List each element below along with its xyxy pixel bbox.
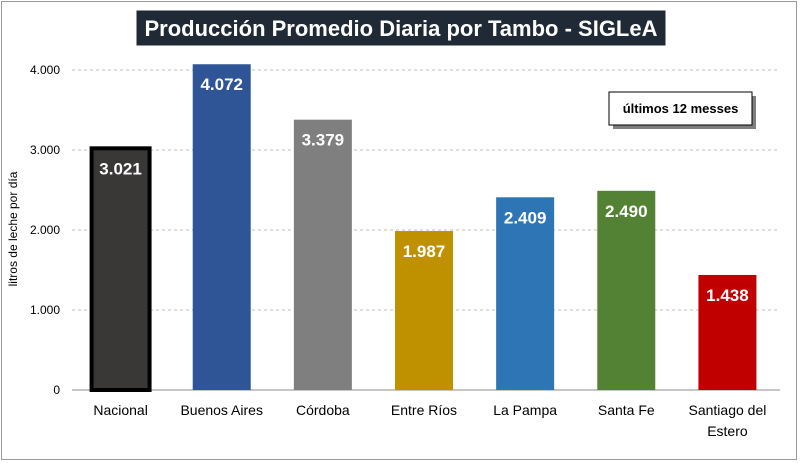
bar: [395, 231, 453, 390]
y-tick-label: 4.000: [30, 63, 60, 77]
bar-value-label: 1.438: [706, 286, 749, 305]
y-tick-label: 1.000: [30, 303, 60, 317]
y-axis-ticks: 0 1.000 2.000 3.000 4.000: [30, 63, 60, 397]
x-axis-categories: Nacional Buenos Aires Córdoba Entre Ríos La …: [93, 402, 766, 439]
bar-value-label: 3.021: [99, 159, 142, 178]
chart-title: Producción Promedio Diaria por Tambo - S…: [145, 16, 658, 41]
bar: [89, 146, 152, 392]
x-category-label: Santiago del: [689, 402, 767, 418]
annotation-text: últimos 12 messes: [623, 101, 739, 116]
bar-value-label: 2.490: [605, 202, 648, 221]
bar: [698, 274, 757, 390]
x-category-label: Buenos Aires: [180, 402, 263, 418]
bar-value-label: 3.379: [302, 131, 345, 150]
y-tick-label: 3.000: [30, 143, 60, 157]
x-category-label: Córdoba: [296, 402, 350, 418]
annotation-box: [608, 91, 753, 126]
bar: [496, 197, 555, 390]
x-category-label: La Pampa: [493, 402, 557, 418]
x-category-label: Entre Ríos: [391, 402, 457, 418]
y-tick-label: 0: [53, 383, 60, 397]
bar: [293, 119, 352, 391]
x-category-label: Estero: [707, 423, 748, 439]
bar-value-label: 2.409: [504, 208, 547, 227]
bar: [597, 190, 656, 390]
bar-value-label: 4.072: [200, 75, 243, 94]
bar-value-label: 1.987: [403, 242, 446, 261]
x-category-label: Nacional: [93, 402, 147, 418]
bars: 3.021 4.072 3.379 1.987 2.409 2.490 1.438: [89, 64, 757, 392]
title-background: [135, 9, 667, 47]
x-category-label: Santa Fe: [598, 402, 655, 418]
bar: [192, 64, 251, 391]
y-tick-label: 2.000: [30, 223, 60, 237]
y-axis-label: litros de leche por día: [6, 171, 20, 286]
